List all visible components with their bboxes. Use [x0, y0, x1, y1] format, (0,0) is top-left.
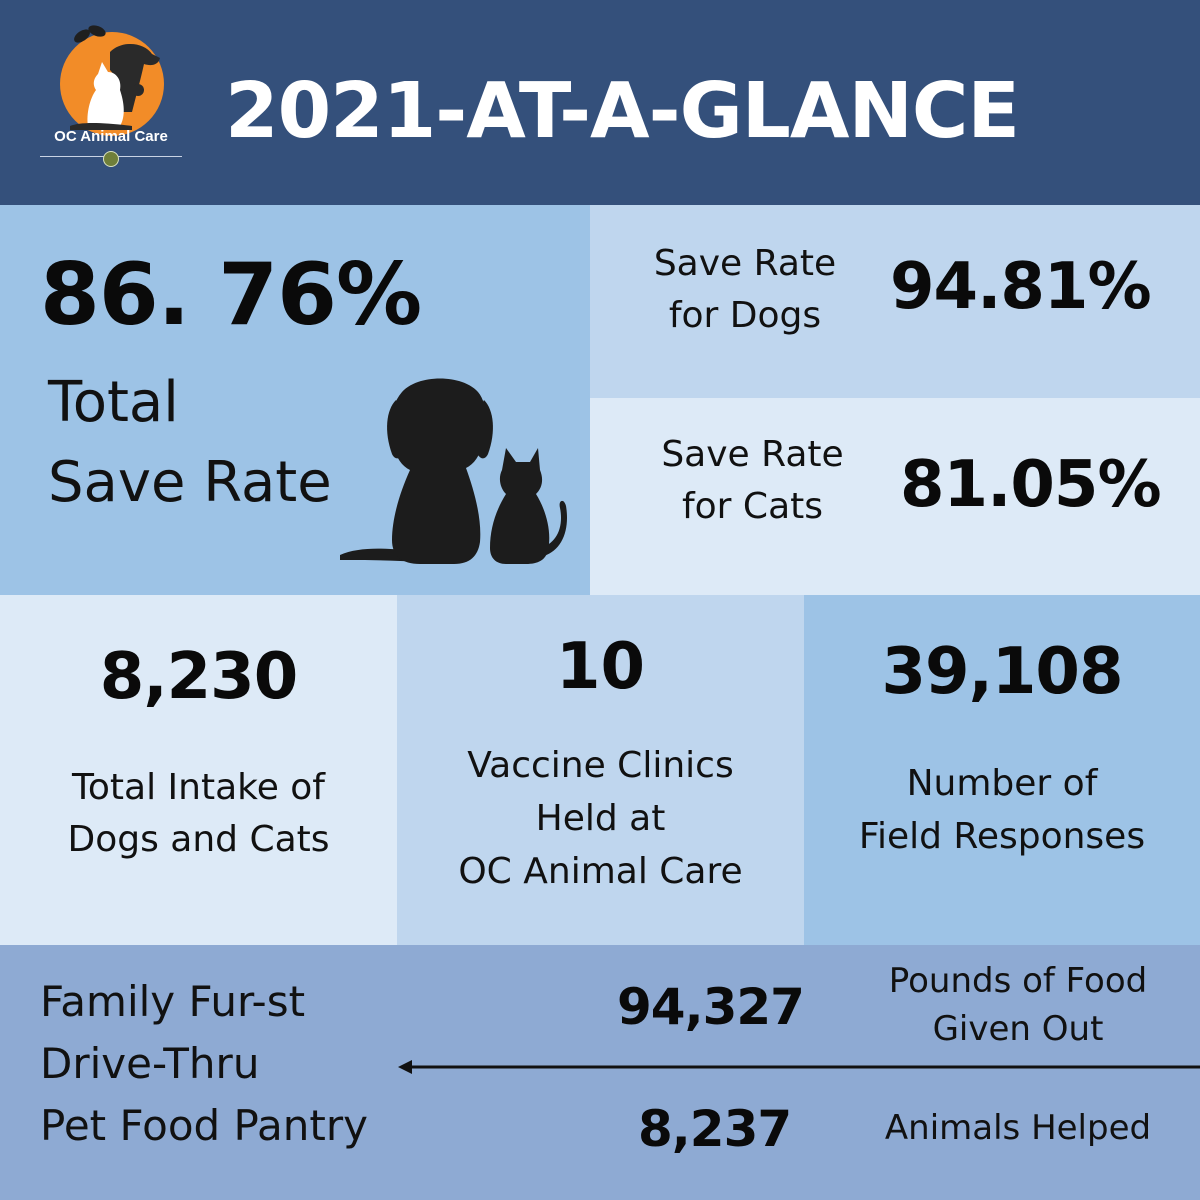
pantry-label-line2: Drive-Thru: [40, 1039, 260, 1088]
field-responses-value: 39,108: [881, 635, 1124, 709]
cats-save-rate-label-line1: Save Rate: [661, 434, 844, 475]
food-given-label-line1: Pounds of Food: [888, 961, 1148, 1001]
field-responses-panel: 39,108 Number of Field Responses: [804, 595, 1200, 945]
vaccine-clinics-label-line3: OC Animal Care: [458, 851, 743, 892]
total-save-rate-label-line2: Save Rate: [48, 450, 332, 515]
dogs-save-rate-value: 94.81%: [890, 250, 1152, 324]
logo-text: OC Animal Care: [54, 128, 168, 145]
food-given-label-line2: Given Out: [932, 1009, 1104, 1049]
cats-save-rate-label-line2: for Cats: [681, 486, 823, 527]
intake-label-line2: Dogs and Cats: [67, 819, 330, 860]
dogs-save-rate-panel: Save Rate for Dogs 94.81%: [590, 205, 1200, 398]
dog-cat-logo-icon: [60, 25, 164, 136]
page-title: 2021-AT-A-GLANCE: [225, 67, 1020, 156]
vaccine-clinics-label-line1: Vaccine Clinics: [467, 745, 734, 786]
pantry-label-line3: Pet Food Pantry: [40, 1101, 368, 1150]
dogs-save-rate-label-line1: Save Rate: [653, 243, 837, 284]
total-save-rate-value: 86. 76%: [40, 245, 422, 345]
intake-value: 8,230: [99, 640, 298, 714]
pantry-label-line1: Family Fur-st: [40, 977, 306, 1026]
intake-label-line1: Total Intake of: [72, 767, 325, 808]
header-banner: OC Animal Care 2021-AT-A-GLANCE: [0, 0, 1200, 205]
dog-cat-silhouette-icon: [340, 378, 568, 564]
animals-helped-label: Animals Helped: [884, 1108, 1152, 1148]
field-responses-label-line1: Number of: [906, 763, 1098, 804]
field-responses-label-line2: Field Responses: [858, 816, 1146, 857]
county-seal-icon: [103, 151, 119, 167]
arrow-left-icon: [398, 1060, 1200, 1074]
vaccine-clinics-value: 10: [555, 630, 646, 704]
pet-food-pantry-panel: Family Fur-st Drive-Thru Pet Food Pantry…: [0, 945, 1200, 1200]
vaccine-clinics-panel: 10 Vaccine Clinics Held at OC Animal Car…: [397, 595, 804, 945]
animals-helped-value: 8,237: [638, 1100, 792, 1158]
total-save-rate-label-line1: Total: [48, 370, 179, 435]
cats-save-rate-value: 81.05%: [900, 448, 1162, 522]
vaccine-clinics-label-line2: Held at: [535, 798, 666, 839]
food-given-value: 94,327: [617, 978, 805, 1036]
cats-save-rate-panel: Save Rate for Cats 81.05%: [590, 398, 1200, 595]
total-save-rate-panel: 86. 76% Total Save Rate: [0, 205, 590, 595]
intake-panel: 8,230 Total Intake of Dogs and Cats: [0, 595, 397, 945]
dogs-save-rate-label-line2: for Dogs: [668, 295, 822, 336]
